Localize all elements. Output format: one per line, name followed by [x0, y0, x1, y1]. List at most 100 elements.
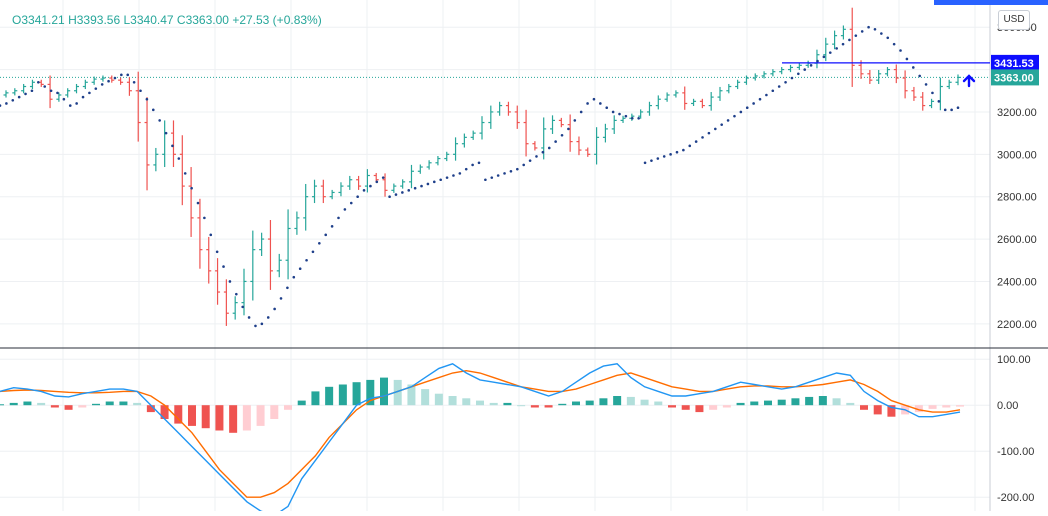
open-value: 3341.21 — [21, 13, 65, 27]
sar-dot — [388, 195, 391, 198]
price-axis-tick-label: 3200.00 — [997, 107, 1037, 119]
sar-dot — [5, 102, 8, 105]
sar-dot — [509, 169, 513, 173]
sar-dot — [662, 155, 666, 158]
sar-dot — [215, 250, 219, 254]
macd-histogram-bar — [201, 405, 210, 429]
sar-dot — [279, 297, 283, 300]
sar-dot — [75, 102, 78, 105]
sar-dot — [375, 180, 379, 184]
sar-dot — [49, 89, 53, 93]
sar-dot — [758, 97, 762, 101]
sar-dot — [943, 108, 947, 112]
macd-histogram-bar — [284, 405, 292, 410]
macd-histogram-bar — [572, 401, 580, 406]
sar-dot — [650, 159, 653, 162]
macd-histogram-bar — [188, 405, 196, 426]
macd-histogram-bar — [352, 382, 361, 406]
macd-axis-tick-label: -100.00 — [997, 446, 1034, 458]
sar-dot — [452, 174, 455, 177]
macd-histogram-bar — [133, 402, 142, 406]
sar-dot — [190, 186, 193, 190]
macd-histogram-bar — [626, 396, 635, 406]
up-arrow-icon[interactable] — [962, 74, 976, 88]
macd-histogram-bar — [530, 405, 539, 408]
low-label: L — [123, 13, 131, 27]
sar-dot — [599, 102, 602, 105]
price-axis-tick-label: 2400.00 — [997, 276, 1037, 288]
macd-histogram-bar — [407, 384, 416, 406]
macd-axis-tick-label: 100.00 — [997, 354, 1031, 366]
sar-dot — [209, 233, 213, 237]
sar-dot — [273, 307, 276, 311]
macd-histogram-bar — [709, 405, 718, 410]
sar-dot — [158, 119, 161, 122]
sar-dot — [682, 148, 685, 152]
sar-dot — [797, 72, 800, 76]
macd-histogram-bar — [846, 402, 855, 406]
macd-histogram-bar — [764, 400, 772, 406]
low-value: 3340.47 — [130, 13, 174, 27]
horizontal-level-label: 3431.53 — [994, 58, 1034, 70]
macd-histogram-bar — [448, 396, 457, 406]
price-axis-tick-label: 2200.00 — [997, 319, 1037, 331]
sar-dot — [413, 186, 417, 190]
macd-histogram-bar — [297, 400, 306, 406]
sar-dot — [17, 95, 21, 99]
macd-histogram-bar — [668, 405, 676, 408]
sar-dot — [765, 93, 768, 97]
sar-dot — [177, 157, 181, 160]
sar-dot — [528, 159, 532, 162]
sar-dot — [956, 106, 960, 109]
sar-dot — [886, 36, 890, 40]
macd-histogram-bar — [0, 404, 4, 406]
sar-dot — [203, 216, 206, 220]
macd-histogram-bar — [544, 405, 553, 408]
change-value: +27.53 (+0.83%) — [232, 13, 322, 27]
currency-button[interactable]: USD — [998, 10, 1030, 30]
sar-dot — [586, 102, 589, 105]
macd-histogram-bar — [92, 403, 100, 406]
sar-dot — [739, 110, 743, 114]
sar-dot — [669, 153, 672, 156]
sar-dot — [535, 155, 538, 158]
sar-dot — [918, 74, 921, 78]
sar-dot — [605, 106, 609, 109]
sar-dot — [298, 267, 302, 271]
sar-dot — [611, 110, 615, 114]
sar-dot — [516, 167, 519, 171]
sar-dot — [432, 180, 436, 184]
macd-histogram-bar — [23, 401, 32, 406]
sar-dot — [286, 286, 289, 290]
macd-histogram-bar — [146, 405, 155, 413]
sar-dot — [171, 144, 174, 148]
macd-histogram-bar — [640, 399, 649, 406]
sar-dot — [867, 25, 870, 29]
sar-dot — [809, 64, 813, 67]
sar-dot — [120, 73, 123, 77]
sar-dot — [592, 97, 596, 101]
sar-dot — [950, 108, 953, 112]
sar-dot — [132, 80, 136, 84]
macd-histogram-bar — [78, 405, 87, 408]
sar-dot — [292, 275, 296, 279]
sar-dot — [503, 172, 506, 175]
macd-histogram-bar — [215, 405, 224, 431]
macd-histogram-bar — [860, 405, 868, 410]
sar-dot — [126, 73, 130, 77]
macd-histogram-bar — [832, 398, 841, 406]
sar-dot — [790, 76, 794, 80]
sar-dot — [247, 316, 251, 319]
macd-histogram-bar — [9, 402, 18, 406]
sar-dot — [848, 38, 851, 42]
sar-dot — [771, 89, 775, 93]
sar-dot — [266, 316, 270, 319]
macd-histogram-bar — [873, 405, 882, 415]
sar-dot — [816, 59, 819, 63]
macd-histogram-bar — [366, 379, 375, 406]
sar-dot — [905, 57, 909, 61]
sar-dot — [899, 49, 902, 52]
price-axis-tick-label: 3000.00 — [997, 149, 1037, 161]
macd-histogram-bar — [942, 405, 951, 408]
